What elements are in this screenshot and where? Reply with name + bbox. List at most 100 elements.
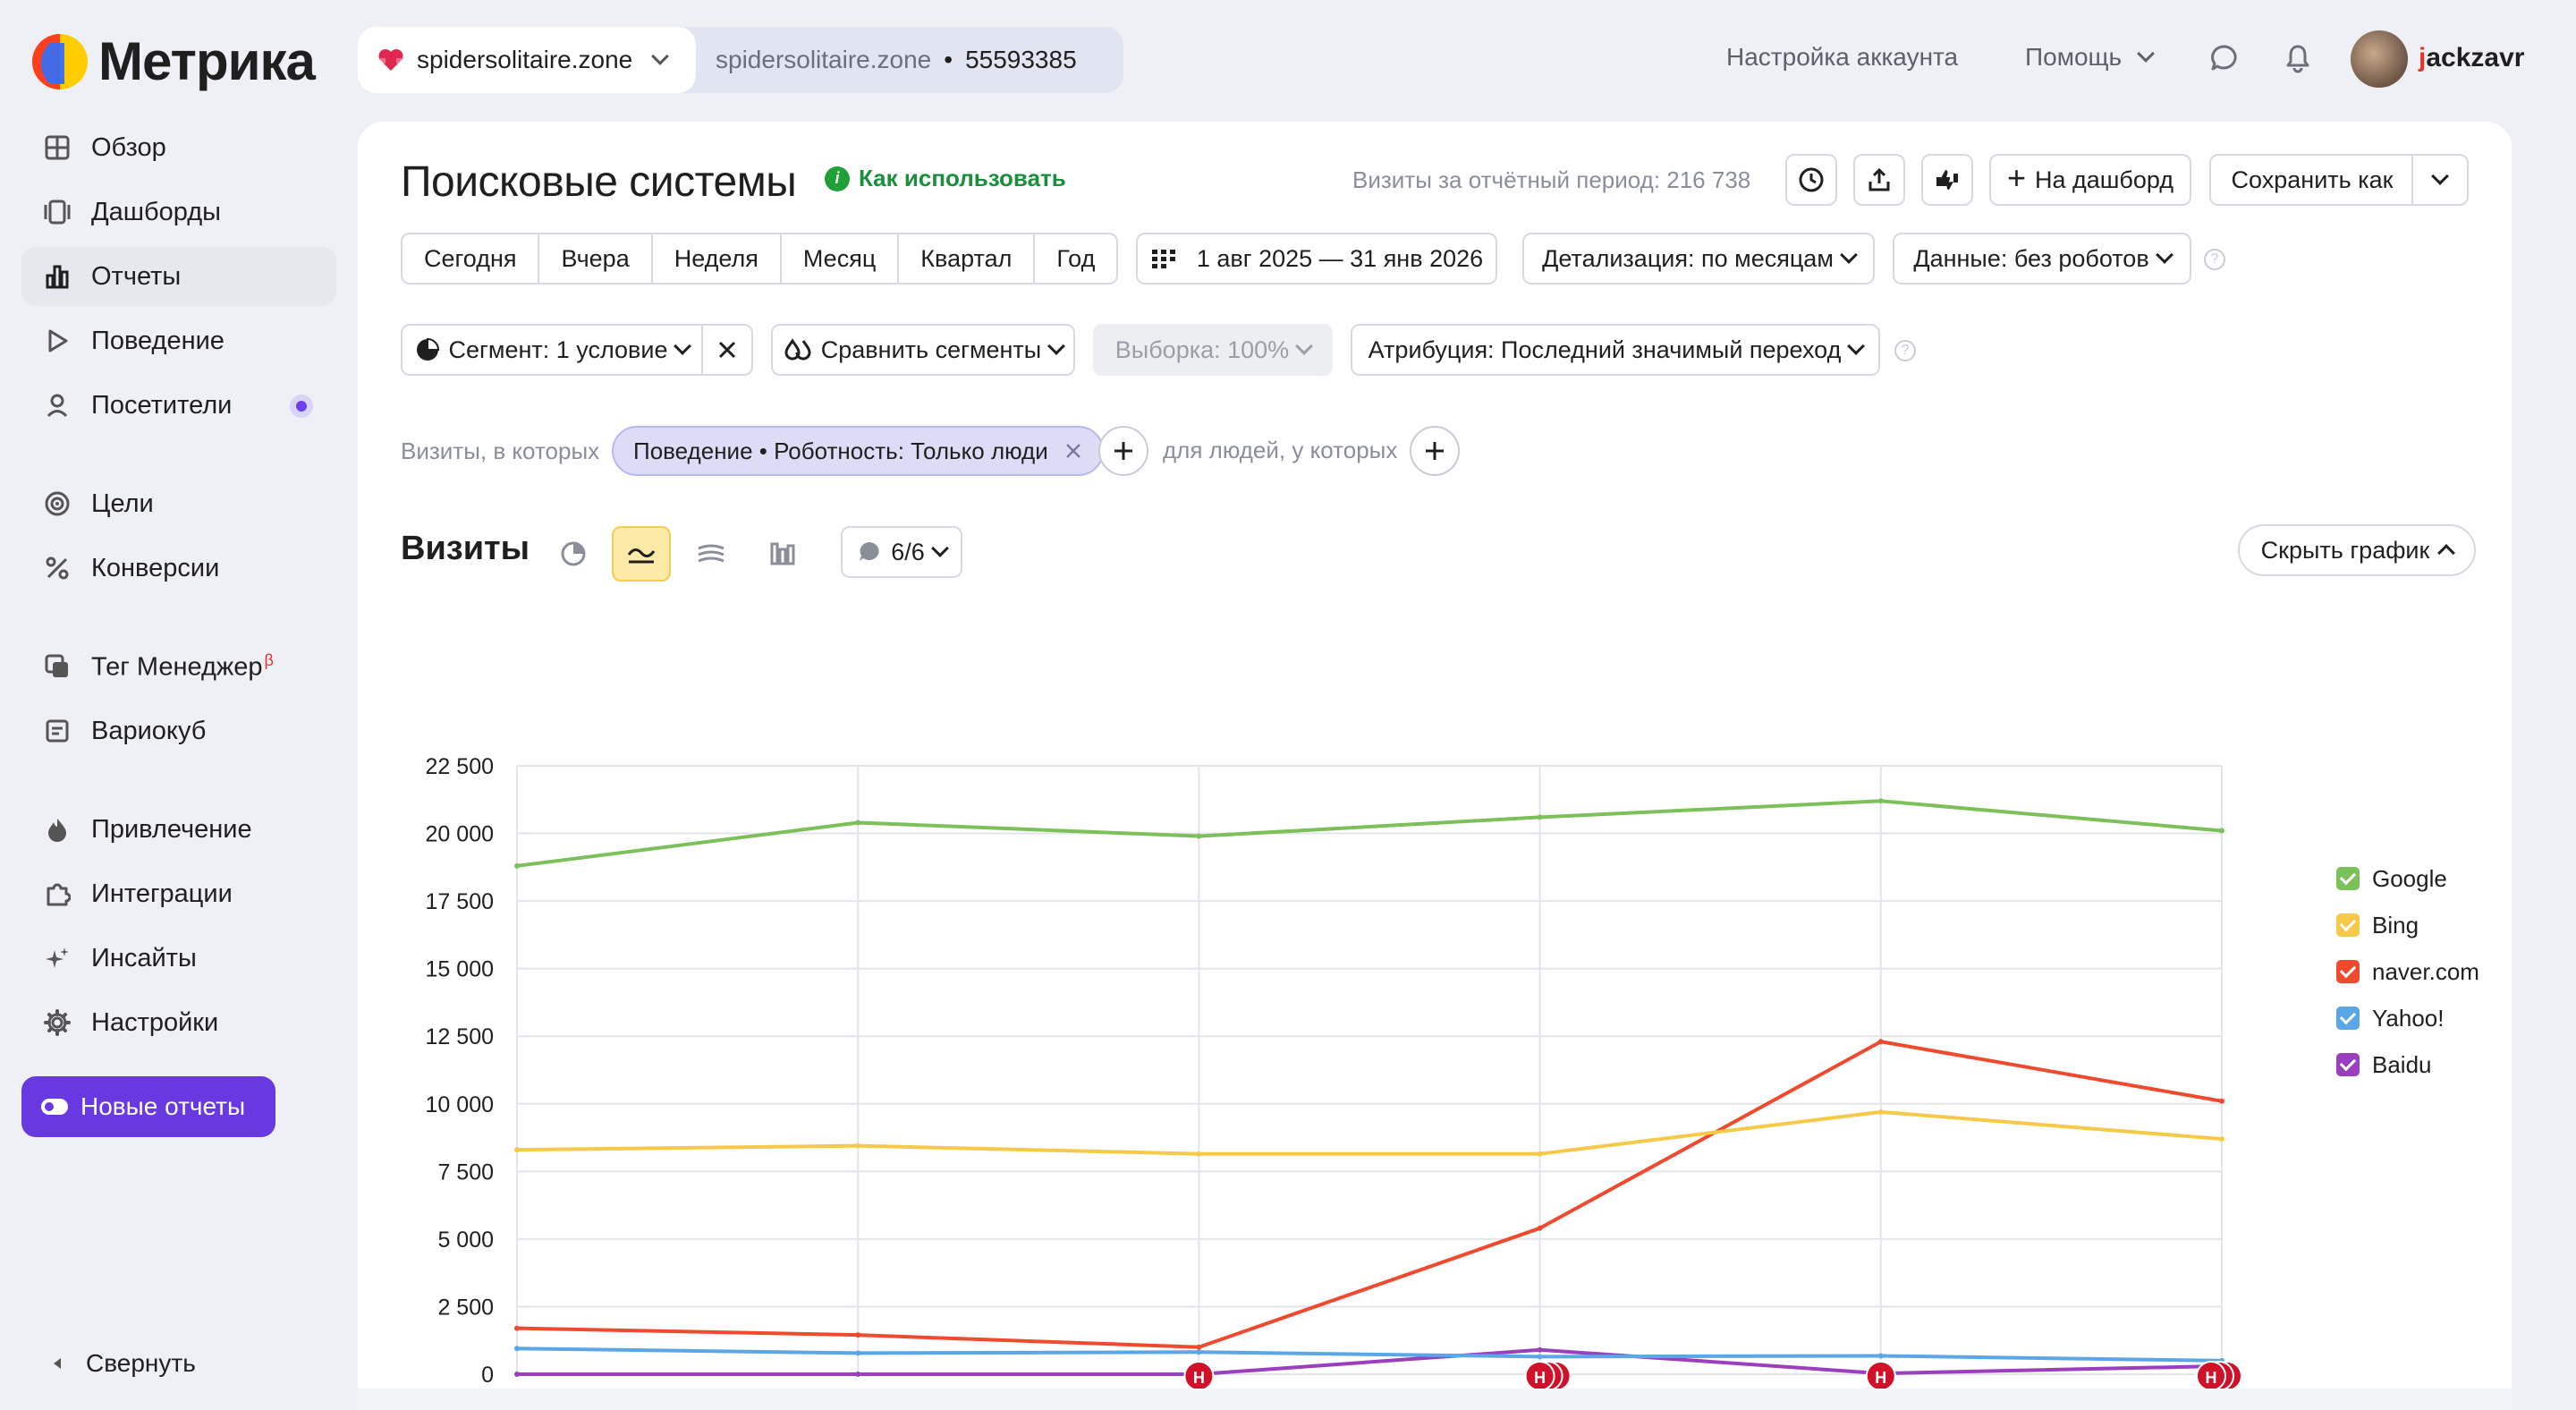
compare-segments-button[interactable]: Сравнить сегменты: [771, 324, 1075, 376]
filter-chip[interactable]: Поведение • Роботность: Только люди: [612, 426, 1104, 476]
sidebar-item-tag-manager[interactable]: Тег Менеджер β: [21, 637, 336, 696]
data-mode-select[interactable]: Данные: без роботов: [1893, 233, 2191, 285]
period-year[interactable]: Год: [1056, 244, 1096, 272]
help-icon[interactable]: ?: [2204, 249, 2225, 270]
series-point-google: [1196, 833, 1202, 839]
y-tick-label: 2 500: [437, 1295, 494, 1320]
series-line-yahoo-: [516, 1346, 2223, 1363]
period-week[interactable]: Неделя: [653, 234, 782, 283]
sidebar-item-overview[interactable]: Обзор: [21, 118, 336, 177]
sidebar-item-conversions[interactable]: Конверсии: [21, 539, 336, 598]
history-button[interactable]: [1785, 154, 1837, 206]
sidebar-item-settings[interactable]: Настройки: [21, 993, 336, 1052]
sidebar-item-visitors[interactable]: Посетители: [21, 376, 336, 435]
legend-label: Yahoo!: [2372, 1004, 2445, 1032]
series-point-yahoo-: [1877, 1353, 1884, 1359]
how-to-use-link[interactable]: i Как использовать: [825, 165, 1066, 192]
add-people-filter-button[interactable]: [1410, 426, 1460, 476]
filter-people-label: для людей, у которых: [1163, 437, 1398, 463]
period-today[interactable]: Сегодня: [402, 234, 540, 283]
sidebar-item-acquisition[interactable]: Привлечение: [21, 800, 336, 859]
site-select[interactable]: spidersolitaire.zone: [358, 27, 696, 93]
sidebar-item-label: Обзор: [91, 132, 166, 162]
chevron-down-icon: [1047, 337, 1066, 355]
area-view-button[interactable]: [682, 526, 741, 582]
checkbox-icon: [2336, 913, 2360, 937]
new-badge-dot: [290, 395, 313, 418]
site-name: spidersolitaire.zone: [716, 46, 932, 73]
plus-icon: +: [2006, 159, 2026, 196]
collapse-label: Свернуть: [86, 1349, 196, 1377]
chevron-down-icon: [930, 539, 949, 557]
sidebar-item-reports[interactable]: Отчеты: [21, 247, 336, 306]
sidebar-item-insights[interactable]: Инсайты: [21, 929, 336, 988]
save-as-dropdown[interactable]: [2411, 154, 2469, 206]
to-dashboard-button[interactable]: + На дашборд: [1989, 154, 2191, 206]
feedback-button[interactable]: [1921, 154, 1973, 206]
y-tick-label: 20 000: [426, 822, 494, 847]
legend-item-naver[interactable]: naver.com: [2336, 948, 2479, 995]
legend-item-baidu[interactable]: Baidu: [2336, 1041, 2479, 1088]
series-point-baidu: [855, 1372, 861, 1377]
pie-view-button[interactable]: [544, 526, 603, 582]
help-menu[interactable]: Помощь: [2025, 43, 2156, 72]
save-as-button[interactable]: Сохранить как: [2209, 154, 2415, 206]
help-icon[interactable]: ?: [1894, 340, 1916, 361]
series-point-bing: [1537, 1151, 1543, 1157]
metrika-logo[interactable]: Метрика: [30, 30, 316, 92]
collapse-sidebar-button[interactable]: Свернуть: [50, 1349, 196, 1378]
sidebar-item-label: Дашборды: [91, 197, 221, 226]
calendar-icon: [1151, 250, 1175, 268]
help-label: Помощь: [2025, 43, 2123, 71]
account-settings-link[interactable]: Настройка аккаунта: [1726, 43, 1959, 71]
period-month[interactable]: Месяц: [782, 234, 900, 283]
series-line-naver-com: [516, 1040, 2223, 1349]
bar-view-button[interactable]: [753, 526, 812, 582]
line-chart-icon: [627, 548, 656, 564]
period-yesterday[interactable]: Вчера: [539, 234, 653, 283]
series-point-bing: [514, 1147, 520, 1153]
sidebar-item-dashboards[interactable]: Дашборды: [21, 183, 336, 242]
clear-segment-button[interactable]: [701, 324, 753, 376]
grid-icon: [41, 132, 73, 164]
close-icon[interactable]: [1064, 442, 1082, 460]
sidebar-item-label: Конверсии: [91, 553, 220, 582]
line-view-button[interactable]: [612, 526, 671, 582]
series-count-select[interactable]: 6/6: [841, 526, 962, 578]
period-quarter[interactable]: Квартал: [899, 234, 1036, 283]
sidebar-item-integrations[interactable]: Интеграции: [21, 864, 336, 923]
series-point-naver-com: [855, 1332, 861, 1338]
hide-chart-button[interactable]: Скрыть график: [2238, 524, 2476, 576]
export-button[interactable]: [1853, 154, 1905, 206]
legend-item-bing[interactable]: Bing: [2336, 902, 2479, 948]
chevron-up-icon: [2437, 544, 2456, 562]
sidebar-item-behavior[interactable]: Поведение: [21, 311, 336, 370]
date-range-picker[interactable]: 1 авг 2025 — 31 янв 2026: [1136, 233, 1497, 285]
detail-select[interactable]: Детализация: по месяцам: [1522, 233, 1875, 285]
visits-line-chart: 0 2 500 5 000 7 500 10 000 12 500 15 000 17 500…: [426, 754, 2258, 1410]
bubble-icon: [860, 542, 879, 561]
legend-item-google[interactable]: Google: [2336, 855, 2479, 902]
series-point-naver-com: [1537, 1225, 1543, 1231]
series-point-google: [2219, 828, 2224, 834]
attribution-select[interactable]: Атрибуция: Последний значимый переход: [1351, 324, 1880, 376]
counter-id: 55593385: [965, 46, 1077, 73]
gear-icon: [41, 1007, 73, 1039]
add-filter-button[interactable]: [1098, 426, 1148, 476]
sidebar-item-variocube[interactable]: Вариокуб: [21, 701, 336, 760]
bell-icon[interactable]: [2283, 43, 2313, 73]
new-reports-button[interactable]: Новые отчеты: [21, 1076, 276, 1137]
sidebar-item-goals[interactable]: Цели: [21, 474, 336, 533]
legend-label: naver.com: [2372, 957, 2479, 985]
segment-value: Сегмент: 1 условие: [448, 336, 668, 363]
segment-select[interactable]: Сегмент: 1 условие: [401, 324, 703, 376]
plus-icon: [1114, 442, 1132, 460]
series-count-value: 6/6: [891, 538, 925, 565]
legend-item-yahoo[interactable]: Yahoo!: [2336, 995, 2479, 1041]
avatar[interactable]: [2351, 30, 2408, 88]
username[interactable]: jackzavr: [2419, 43, 2525, 72]
detail-value: Детализация: по месяцам: [1542, 244, 1834, 272]
person-icon: [41, 389, 73, 421]
sample-select[interactable]: Выборка: 100%: [1093, 324, 1333, 376]
chat-icon[interactable]: [2209, 43, 2240, 73]
